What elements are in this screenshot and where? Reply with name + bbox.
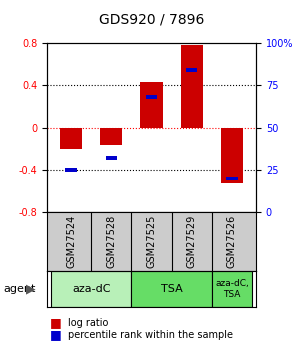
Bar	[226, 177, 238, 180]
Text: ■: ■	[50, 328, 62, 341]
Text: aza-dC: aza-dC	[72, 284, 110, 294]
Text: ▶: ▶	[25, 283, 35, 295]
Bar	[212, 271, 252, 307]
Text: percentile rank within the sample: percentile rank within the sample	[68, 330, 233, 339]
Bar	[221, 128, 243, 183]
Text: log ratio: log ratio	[68, 318, 108, 327]
Bar	[106, 156, 117, 160]
Text: aza-dC,
TSA: aza-dC, TSA	[215, 279, 249, 299]
Bar	[141, 82, 162, 128]
Bar	[132, 271, 212, 307]
Bar	[100, 128, 122, 145]
Bar	[60, 128, 82, 149]
Bar	[181, 45, 203, 128]
Text: GSM27528: GSM27528	[106, 215, 116, 268]
Bar	[51, 271, 132, 307]
Bar	[65, 168, 77, 172]
Bar	[186, 68, 197, 72]
Text: GSM27529: GSM27529	[187, 215, 197, 268]
Text: TSA: TSA	[161, 284, 182, 294]
Text: GSM27526: GSM27526	[227, 215, 237, 268]
Text: agent: agent	[3, 284, 35, 294]
Text: GSM27524: GSM27524	[66, 215, 76, 268]
Text: GDS920 / 7896: GDS920 / 7896	[99, 12, 204, 26]
Bar	[146, 95, 157, 99]
Text: GSM27525: GSM27525	[146, 215, 157, 268]
Text: ■: ■	[50, 316, 62, 329]
